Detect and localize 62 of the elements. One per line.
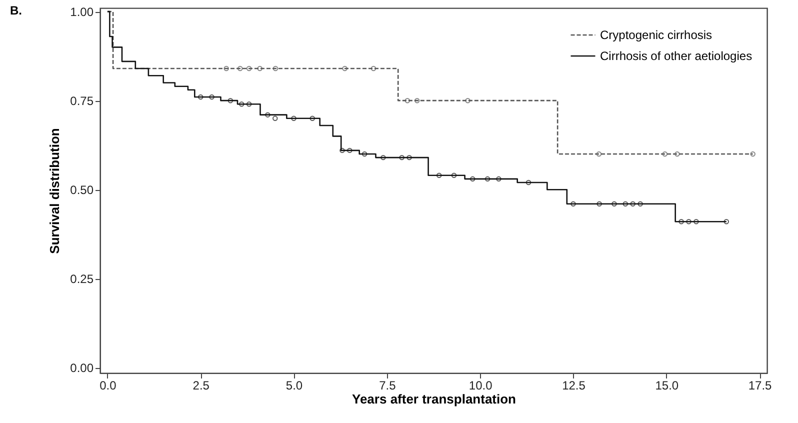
x-tick-label: 10.0 [468, 378, 493, 392]
x-tick-label: 5.0 [286, 378, 303, 392]
point [470, 176, 476, 182]
point [272, 66, 278, 72]
y-tick-label: 0.25 [70, 272, 94, 286]
x-tick-label: 15.0 [655, 378, 679, 392]
point [272, 116, 278, 122]
legend-label: Cryptogenic cirrhosis [600, 28, 712, 42]
point [198, 94, 204, 100]
legend-label: Cirrhosis of other aetiologies [600, 49, 752, 63]
point [370, 66, 376, 72]
point [451, 172, 457, 178]
point [596, 201, 602, 206]
point [291, 116, 296, 122]
point [310, 116, 316, 122]
point [228, 98, 234, 104]
point [347, 148, 352, 154]
point [362, 151, 368, 157]
point [612, 201, 617, 206]
point [596, 151, 602, 157]
y-tick-label: 1.00 [70, 5, 94, 20]
point [414, 98, 420, 104]
chart-title: B. [10, 4, 22, 18]
y-tick-label: 0.50 [70, 183, 94, 198]
point [484, 176, 490, 182]
point [404, 98, 410, 104]
x-tick-label: 12.5 [562, 378, 586, 392]
x-axis-title: Years after transplantation [352, 392, 516, 406]
point [342, 66, 348, 72]
point [436, 172, 442, 178]
point [678, 219, 684, 224]
point [340, 148, 345, 154]
point [224, 66, 229, 72]
point [662, 151, 668, 157]
point [209, 94, 214, 100]
point [496, 176, 502, 182]
point [570, 201, 576, 206]
y-tick-label: 0.75 [70, 94, 94, 108]
point [694, 219, 699, 224]
point [380, 154, 386, 160]
point [246, 66, 252, 72]
point [750, 151, 756, 157]
point [622, 201, 628, 206]
point [674, 151, 680, 157]
point [630, 201, 636, 206]
point [465, 98, 470, 104]
point [237, 66, 243, 72]
point [406, 154, 412, 160]
point [526, 180, 532, 186]
x-tick-label: 17.5 [748, 378, 772, 392]
x-tick-label: 2.5 [192, 378, 210, 392]
point [257, 66, 262, 72]
point [246, 102, 252, 107]
point [238, 102, 244, 107]
point [265, 112, 270, 118]
x-tick-label: 0.0 [100, 378, 117, 392]
y-tick-label: 0.00 [70, 361, 94, 376]
point [686, 219, 692, 224]
point [399, 154, 404, 160]
x-tick-label: 7.5 [379, 378, 396, 392]
y-axis-title: Survival distribution [47, 128, 62, 254]
point [638, 201, 643, 206]
